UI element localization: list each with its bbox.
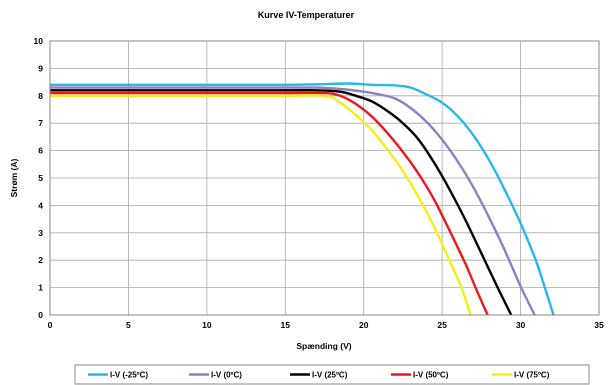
- legend-entry: I-V (-25ºC): [110, 371, 148, 380]
- x-tick-label: 15: [281, 320, 291, 330]
- x-tick-label: 5: [126, 320, 131, 330]
- x-tick-label: 35: [594, 320, 604, 330]
- y-tick-label: 5: [38, 173, 43, 183]
- y-tick-label: 0: [38, 310, 43, 320]
- x-tick-label: 10: [202, 320, 212, 330]
- x-axis-label: Spænding (V): [296, 341, 351, 351]
- y-tick-label: 3: [38, 228, 43, 238]
- grid: [49, 40, 600, 316]
- legend-entry: I-V (25ºC): [312, 371, 348, 380]
- legend-entry: I-V (75ºC): [514, 371, 550, 380]
- series-lines: [49, 82, 555, 316]
- plot-frame: [49, 40, 600, 316]
- y-tick-label: 4: [38, 200, 43, 210]
- y-tick-label: 9: [38, 63, 43, 73]
- x-tick-label: 20: [359, 320, 369, 330]
- legend-entry: I-V (0ºC): [211, 371, 242, 380]
- series-line-4: [50, 91, 489, 316]
- series-line-5: [50, 94, 472, 316]
- y-tick-label: 2: [38, 255, 43, 265]
- x-tick-label: 25: [437, 320, 447, 330]
- legend-box: [74, 364, 590, 385]
- x-tick-label: 30: [516, 320, 526, 330]
- y-tick-label: 10: [34, 36, 44, 46]
- y-axis-label: Strøm (A): [9, 158, 19, 197]
- y-tick-label: 8: [38, 91, 43, 101]
- series-line-2: [50, 86, 536, 316]
- x-tick-label: 0: [48, 320, 53, 330]
- chart-title: Kurve IV-Temperaturer: [258, 10, 355, 20]
- x-tick-labels: 0 5 10 15 20 25 30 35: [48, 320, 604, 330]
- y-tick-label: 6: [38, 146, 43, 156]
- y-tick-label: 7: [38, 118, 43, 128]
- y-tick-labels: 0 1 2 3 4 5 6 7 8 9 10: [34, 36, 44, 320]
- legend: I-V (-25ºC) I-V (0ºC) I-V (25ºC) I-V (50ºC)…: [88, 371, 550, 380]
- series-line-3: [49, 89, 513, 316]
- y-tick-label: 1: [38, 283, 43, 293]
- legend-entry: I-V (50ºC): [413, 371, 449, 380]
- series-line-1: [49, 82, 555, 316]
